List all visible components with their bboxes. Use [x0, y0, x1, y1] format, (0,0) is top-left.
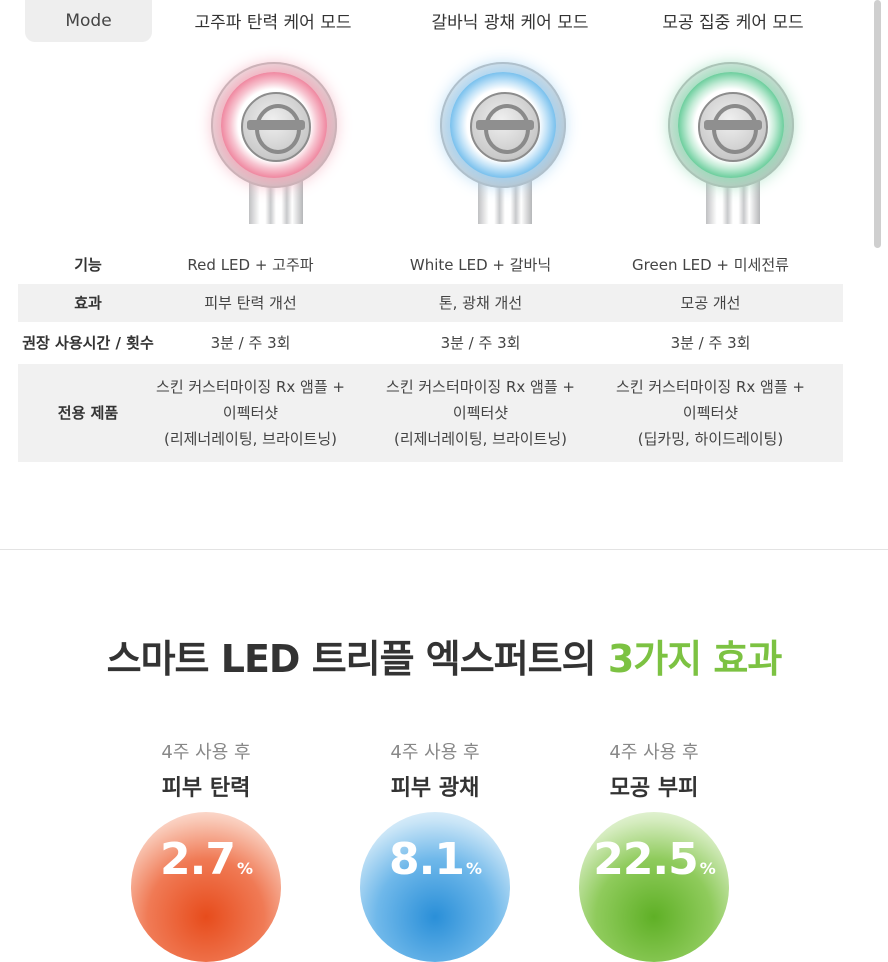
cell: 3분 / 주 3회	[440, 334, 521, 352]
cell: 3분 / 주 3회	[210, 334, 291, 352]
section-divider	[0, 549, 888, 550]
table-row-usage: 권장 사용시간 / 횟수 3분 / 주 3회 3분 / 주 3회 3분 / 주 …	[18, 322, 843, 364]
cell: 스킨 커스터마이징 Rx 앰플 + 이펙터샷 (딥카밍, 하이드레이팅)	[593, 374, 828, 452]
stat-bubble-elasticity: 2.7%	[131, 812, 281, 962]
cell-line: 이펙터샷	[682, 404, 739, 422]
stat-elasticity: 4주 사용 후 피부 탄력	[106, 738, 306, 802]
section-headline: 스마트 LED 트리플 엑스퍼트의 3가지 효과	[0, 628, 888, 683]
cell: 스킨 커스터마이징 Rx 앰플 + 이펙터샷 (리제너레이팅, 브라이트닝)	[363, 374, 598, 452]
device-image-blue	[440, 62, 570, 224]
device-image-green	[668, 62, 798, 224]
cell-line: (리제너레이팅, 브라이트닝)	[163, 430, 338, 448]
stat-sub: 4주 사용 후	[390, 742, 480, 763]
cell-line: (리제너레이팅, 브라이트닝)	[393, 430, 568, 448]
stat-sub: 4주 사용 후	[161, 742, 251, 763]
cell: 피부 탄력 개선	[204, 294, 297, 312]
row-label: 전용 제품	[57, 404, 119, 422]
cell: White LED + 갈바닉	[409, 256, 552, 274]
cell: 스킨 커스터마이징 Rx 앰플 + 이펙터샷 (리제너레이팅, 브라이트닝)	[133, 374, 368, 452]
mode-title-rf: 고주파 탄력 케어 모드	[194, 13, 352, 33]
row-label: 효과	[74, 294, 102, 312]
stat-value: 2.7	[160, 834, 236, 885]
scrollbar[interactable]	[874, 0, 881, 248]
headline-accent: 3가지 효과	[607, 637, 783, 681]
cell: 톤, 광채 개선	[438, 294, 523, 312]
table-row-function: 기능 Red LED + 고주파 White LED + 갈바닉 Green L…	[18, 246, 843, 284]
mode-title-pore: 모공 집중 케어 모드	[662, 13, 804, 33]
stat-sub: 4주 사용 후	[609, 742, 699, 763]
cell-line: 스킨 커스터마이징 Rx 앰플 +	[156, 378, 345, 396]
row-label: 권장 사용시간 / 횟수	[22, 334, 154, 352]
device-image-red	[211, 62, 341, 224]
stat-value: 8.1	[389, 834, 465, 885]
stat-pore: 4주 사용 후 모공 부피	[554, 738, 754, 802]
stat-unit: %	[699, 859, 716, 878]
mode-label: Mode	[25, 0, 152, 42]
cell-line: 스킨 커스터마이징 Rx 앰플 +	[616, 378, 805, 396]
table-row-effect: 효과 피부 탄력 개선 톤, 광채 개선 모공 개선	[18, 284, 843, 322]
headline-main: 스마트 LED 트리플 엑스퍼트의	[106, 637, 608, 681]
cell-line: 이펙터샷	[222, 404, 279, 422]
row-label: 기능	[74, 256, 102, 274]
cell: 3분 / 주 3회	[670, 334, 751, 352]
stat-name: 피부 탄력	[161, 776, 251, 801]
cell-line: (딥카밍, 하이드레이팅)	[637, 430, 784, 448]
stat-radiance: 4주 사용 후 피부 광채	[335, 738, 535, 802]
cell: Red LED + 고주파	[187, 256, 314, 274]
stat-value: 22.5	[593, 834, 699, 885]
cell: 모공 개선	[680, 294, 741, 312]
stat-unit: %	[236, 859, 253, 878]
stat-unit: %	[465, 859, 482, 878]
stat-bubble-radiance: 8.1%	[360, 812, 510, 962]
stat-name: 모공 부피	[609, 776, 699, 801]
cell: Green LED + 미세전류	[632, 256, 789, 274]
mode-title-galvanic: 갈바닉 광채 케어 모드	[431, 13, 589, 33]
cell-line: 스킨 커스터마이징 Rx 앰플 +	[386, 378, 575, 396]
table-row-products: 전용 제품 스킨 커스터마이징 Rx 앰플 + 이펙터샷 (리제너레이팅, 브라…	[18, 364, 843, 462]
stat-bubble-pore: 22.5%	[579, 812, 729, 962]
stat-name: 피부 광채	[390, 776, 480, 801]
cell-line: 이펙터샷	[452, 404, 509, 422]
